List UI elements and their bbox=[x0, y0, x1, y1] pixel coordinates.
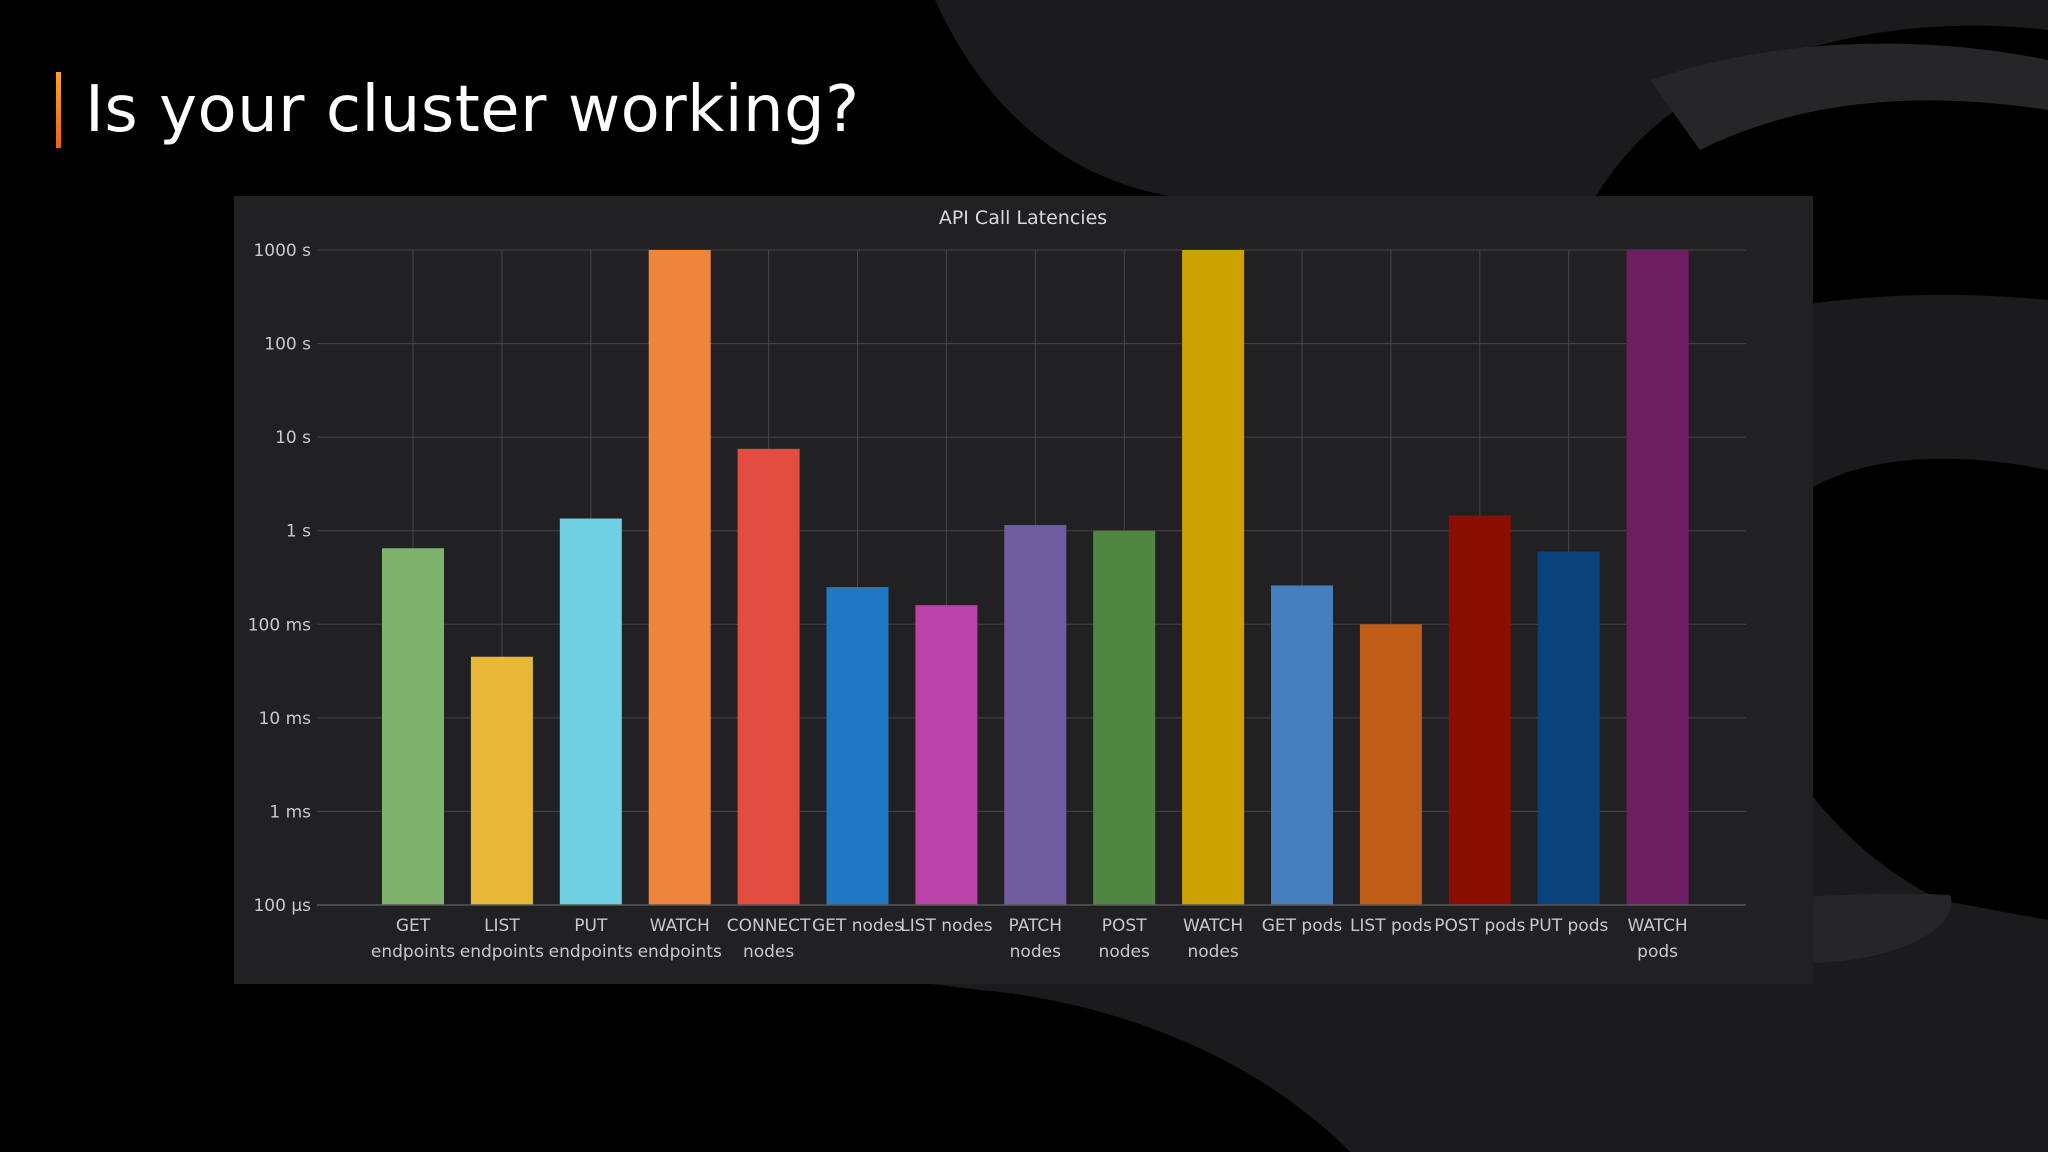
bar-list-nodes bbox=[915, 605, 978, 905]
bar-put-endpoints bbox=[559, 518, 622, 905]
y-tick-label: 1 ms bbox=[269, 802, 311, 822]
y-tick-label: 100 µs bbox=[253, 896, 311, 916]
x-tick-label: PATCH nodes bbox=[1009, 916, 1063, 962]
x-tick-label: PUT endpoints bbox=[549, 916, 633, 962]
x-tick-label: GET nodes bbox=[812, 916, 903, 936]
x-tick-label: LIST pods bbox=[1350, 916, 1432, 936]
y-tick-label: 100 s bbox=[264, 335, 311, 355]
x-tick-label: CONNECT nodes bbox=[727, 916, 811, 962]
x-tick-label: LIST endpoints bbox=[460, 916, 544, 962]
x-tick-label: GET pods bbox=[1262, 916, 1343, 936]
x-tick-label: WATCH endpoints bbox=[638, 916, 722, 962]
bar-list-pods bbox=[1359, 624, 1422, 905]
x-tick-label: PUT pods bbox=[1529, 916, 1608, 936]
x-tick-label: GET endpoints bbox=[371, 916, 455, 962]
bar-get-endpoints bbox=[382, 548, 444, 905]
bar-watch-pods bbox=[1626, 250, 1689, 905]
bar-patch-nodes bbox=[1004, 525, 1067, 905]
x-tick-label: POST nodes bbox=[1099, 916, 1150, 962]
bar-watch-endpoints bbox=[648, 250, 711, 905]
bar-post-nodes bbox=[1093, 530, 1156, 905]
y-tick-label: 10 ms bbox=[259, 709, 312, 729]
bar-put-pods bbox=[1537, 551, 1600, 905]
bar-watch-nodes bbox=[1182, 250, 1245, 905]
x-tick-label: LIST nodes bbox=[900, 916, 992, 936]
bar-connect-nodes bbox=[737, 448, 800, 905]
bar-post-pods bbox=[1448, 515, 1511, 905]
y-tick-label: 10 s bbox=[275, 428, 311, 448]
x-tick-label: POST pods bbox=[1434, 916, 1525, 936]
api-latency-bar-chart: API Call Latencies 100 µs 1 ms 10 ms 100 ms 1… bbox=[248, 207, 1746, 962]
x-tick-label: WATCH nodes bbox=[1183, 916, 1243, 962]
y-tick-label: 1000 s bbox=[253, 241, 311, 261]
bar-get-pods bbox=[1271, 585, 1333, 905]
title-accent-bar bbox=[56, 72, 61, 148]
bar-get-nodes bbox=[826, 587, 889, 905]
x-tick-label: WATCH pods bbox=[1627, 916, 1687, 962]
slide-title-block: Is your cluster working? bbox=[56, 72, 860, 148]
y-tick-label: 100 ms bbox=[248, 615, 311, 635]
slide-title: Is your cluster working? bbox=[85, 73, 860, 147]
bar-list-endpoints bbox=[470, 656, 533, 905]
y-tick-label: 1 s bbox=[286, 522, 311, 542]
chart-panel: API Call Latencies 100 µs 1 ms 10 ms 100 ms 1… bbox=[234, 196, 1813, 984]
chart-title: API Call Latencies bbox=[939, 207, 1107, 229]
